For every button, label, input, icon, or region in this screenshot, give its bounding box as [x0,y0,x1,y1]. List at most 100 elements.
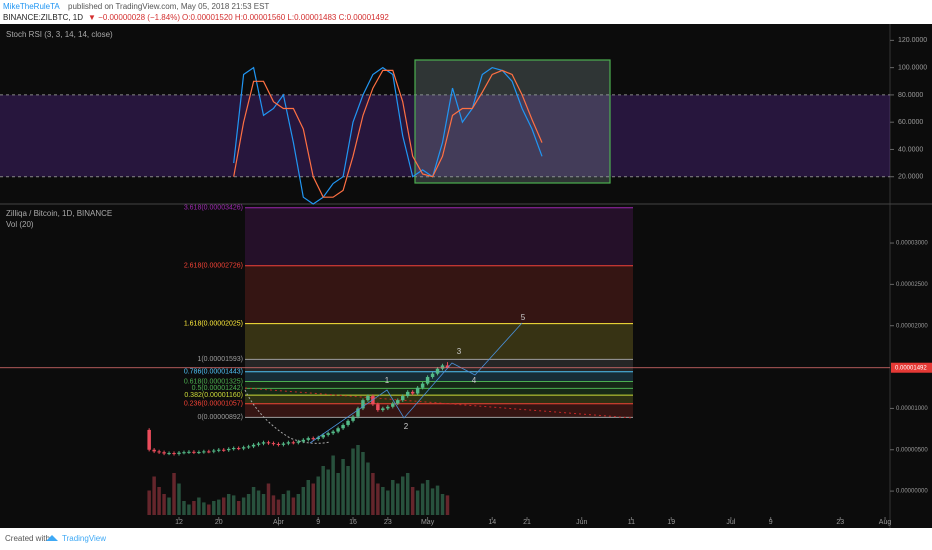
candle-body [192,451,196,453]
fib-label: 0.382(0.00001160) [184,392,243,399]
volume-bar [356,445,360,515]
candle-body [425,376,430,384]
y-tick-label: 0.00001000 [896,406,928,412]
volume-bar [435,485,440,515]
y-tick-label: 0.00000500 [896,447,928,453]
candle-body [207,451,211,453]
footer-created: Created with [5,534,50,543]
x-tick-label: 14 [488,519,496,526]
x-tick-label: 12 [175,519,183,526]
volume-bar [381,487,385,515]
volume-bar [440,494,445,515]
x-tick-label: 9 [316,519,320,526]
candle-body [286,442,291,444]
candle-body [405,391,410,397]
candle-body [162,452,166,454]
volume-bar [286,490,291,515]
candle-body [182,452,186,454]
stoch-line [233,66,543,205]
volume-bar [331,455,335,515]
volume-bar [425,480,430,515]
fib-band [245,207,633,266]
fib-label: 0.786(0.00001443) [184,369,243,376]
volume-bar [291,497,296,515]
volume-bar [157,487,161,515]
x-tick-label: 16 [349,519,357,526]
x-tick-label: 23 [384,519,392,526]
candle-body [266,442,271,444]
x-tick-label: 19 [667,519,675,526]
symbol: BINANCE:ZILBTC, 1D [3,13,83,22]
candle-body [212,450,216,452]
volume-bar [217,499,221,515]
candle-body [261,442,266,444]
author[interactable]: MikeTheRuleTA [3,2,60,11]
volume-bar [212,501,216,515]
volume-bar [346,466,350,515]
x-tick-label: Aug [879,519,892,526]
volume-bar [281,494,286,515]
candle-body [226,448,231,451]
candle-body [381,408,385,411]
y-tick-label: 40.0000 [898,146,923,153]
last-price-tag [891,362,932,373]
candle-body [430,373,435,377]
volume-bar [336,473,340,515]
candle-body [222,449,226,451]
fib-band [245,388,633,396]
volume-bar [430,488,435,515]
volume-bar [167,497,171,515]
wave-label: 5 [521,313,526,322]
volume-bar [256,490,261,515]
stoch-line [233,69,543,198]
price-title: Zilliqa / Bitcoin, 1D, BINANCE [6,209,112,218]
volume-bar [172,473,176,515]
volume-bar [405,473,410,515]
volume-bar [445,495,450,515]
volume-bar [316,476,320,515]
volume-bar [197,497,201,515]
candle-body [197,452,201,454]
y-tick-label: 0.00000000 [896,489,928,495]
y-tick-label: 60.0000 [898,119,923,126]
volume-bar [351,448,355,515]
candle-body [291,442,296,444]
volume-bar [207,504,211,515]
candle-body [316,437,320,440]
fib-label: 1.618(0.00002025) [184,321,243,328]
candle-body [256,443,261,445]
candle-body [435,368,440,374]
volume-bar [246,494,251,515]
volume-bar [396,483,400,515]
candle-body [202,451,206,453]
candle-body [281,443,286,445]
x-tick-label: Jun [576,519,587,526]
footer-brand[interactable]: TradingView [62,534,106,543]
fib-band [245,381,633,389]
stoch-pane: 20.0000 40.0000 60.0000 80.0000 100.0000 120.… [0,37,927,205]
candle-body [336,428,340,432]
y-tick-label: 0.00002000 [896,323,928,329]
volume-bar [222,497,226,515]
candle-body [376,404,380,411]
wave-label: 1 [385,376,390,385]
price-pane: 3.618(0.00003426) 2.618(0.00002726) 1.618(… [0,205,932,526]
volume-bar [182,501,186,515]
volume-bar [147,490,151,515]
x-tick-label: 20 [215,519,223,526]
candle-body [172,453,176,455]
fib-band [245,265,633,324]
candle-body [311,438,315,440]
candle-body [157,451,161,453]
y-tick-label: 120.0000 [898,37,927,44]
volume-bar [236,501,241,515]
candle-body [356,408,360,417]
fib-label: 2.618(0.00002726) [184,263,243,270]
candle-body [445,365,450,368]
volume-bar [366,462,370,515]
volume-bar [241,497,246,515]
volume-bar [386,490,390,515]
volume-bar [226,494,231,515]
x-tick-label: Jul [726,519,735,526]
